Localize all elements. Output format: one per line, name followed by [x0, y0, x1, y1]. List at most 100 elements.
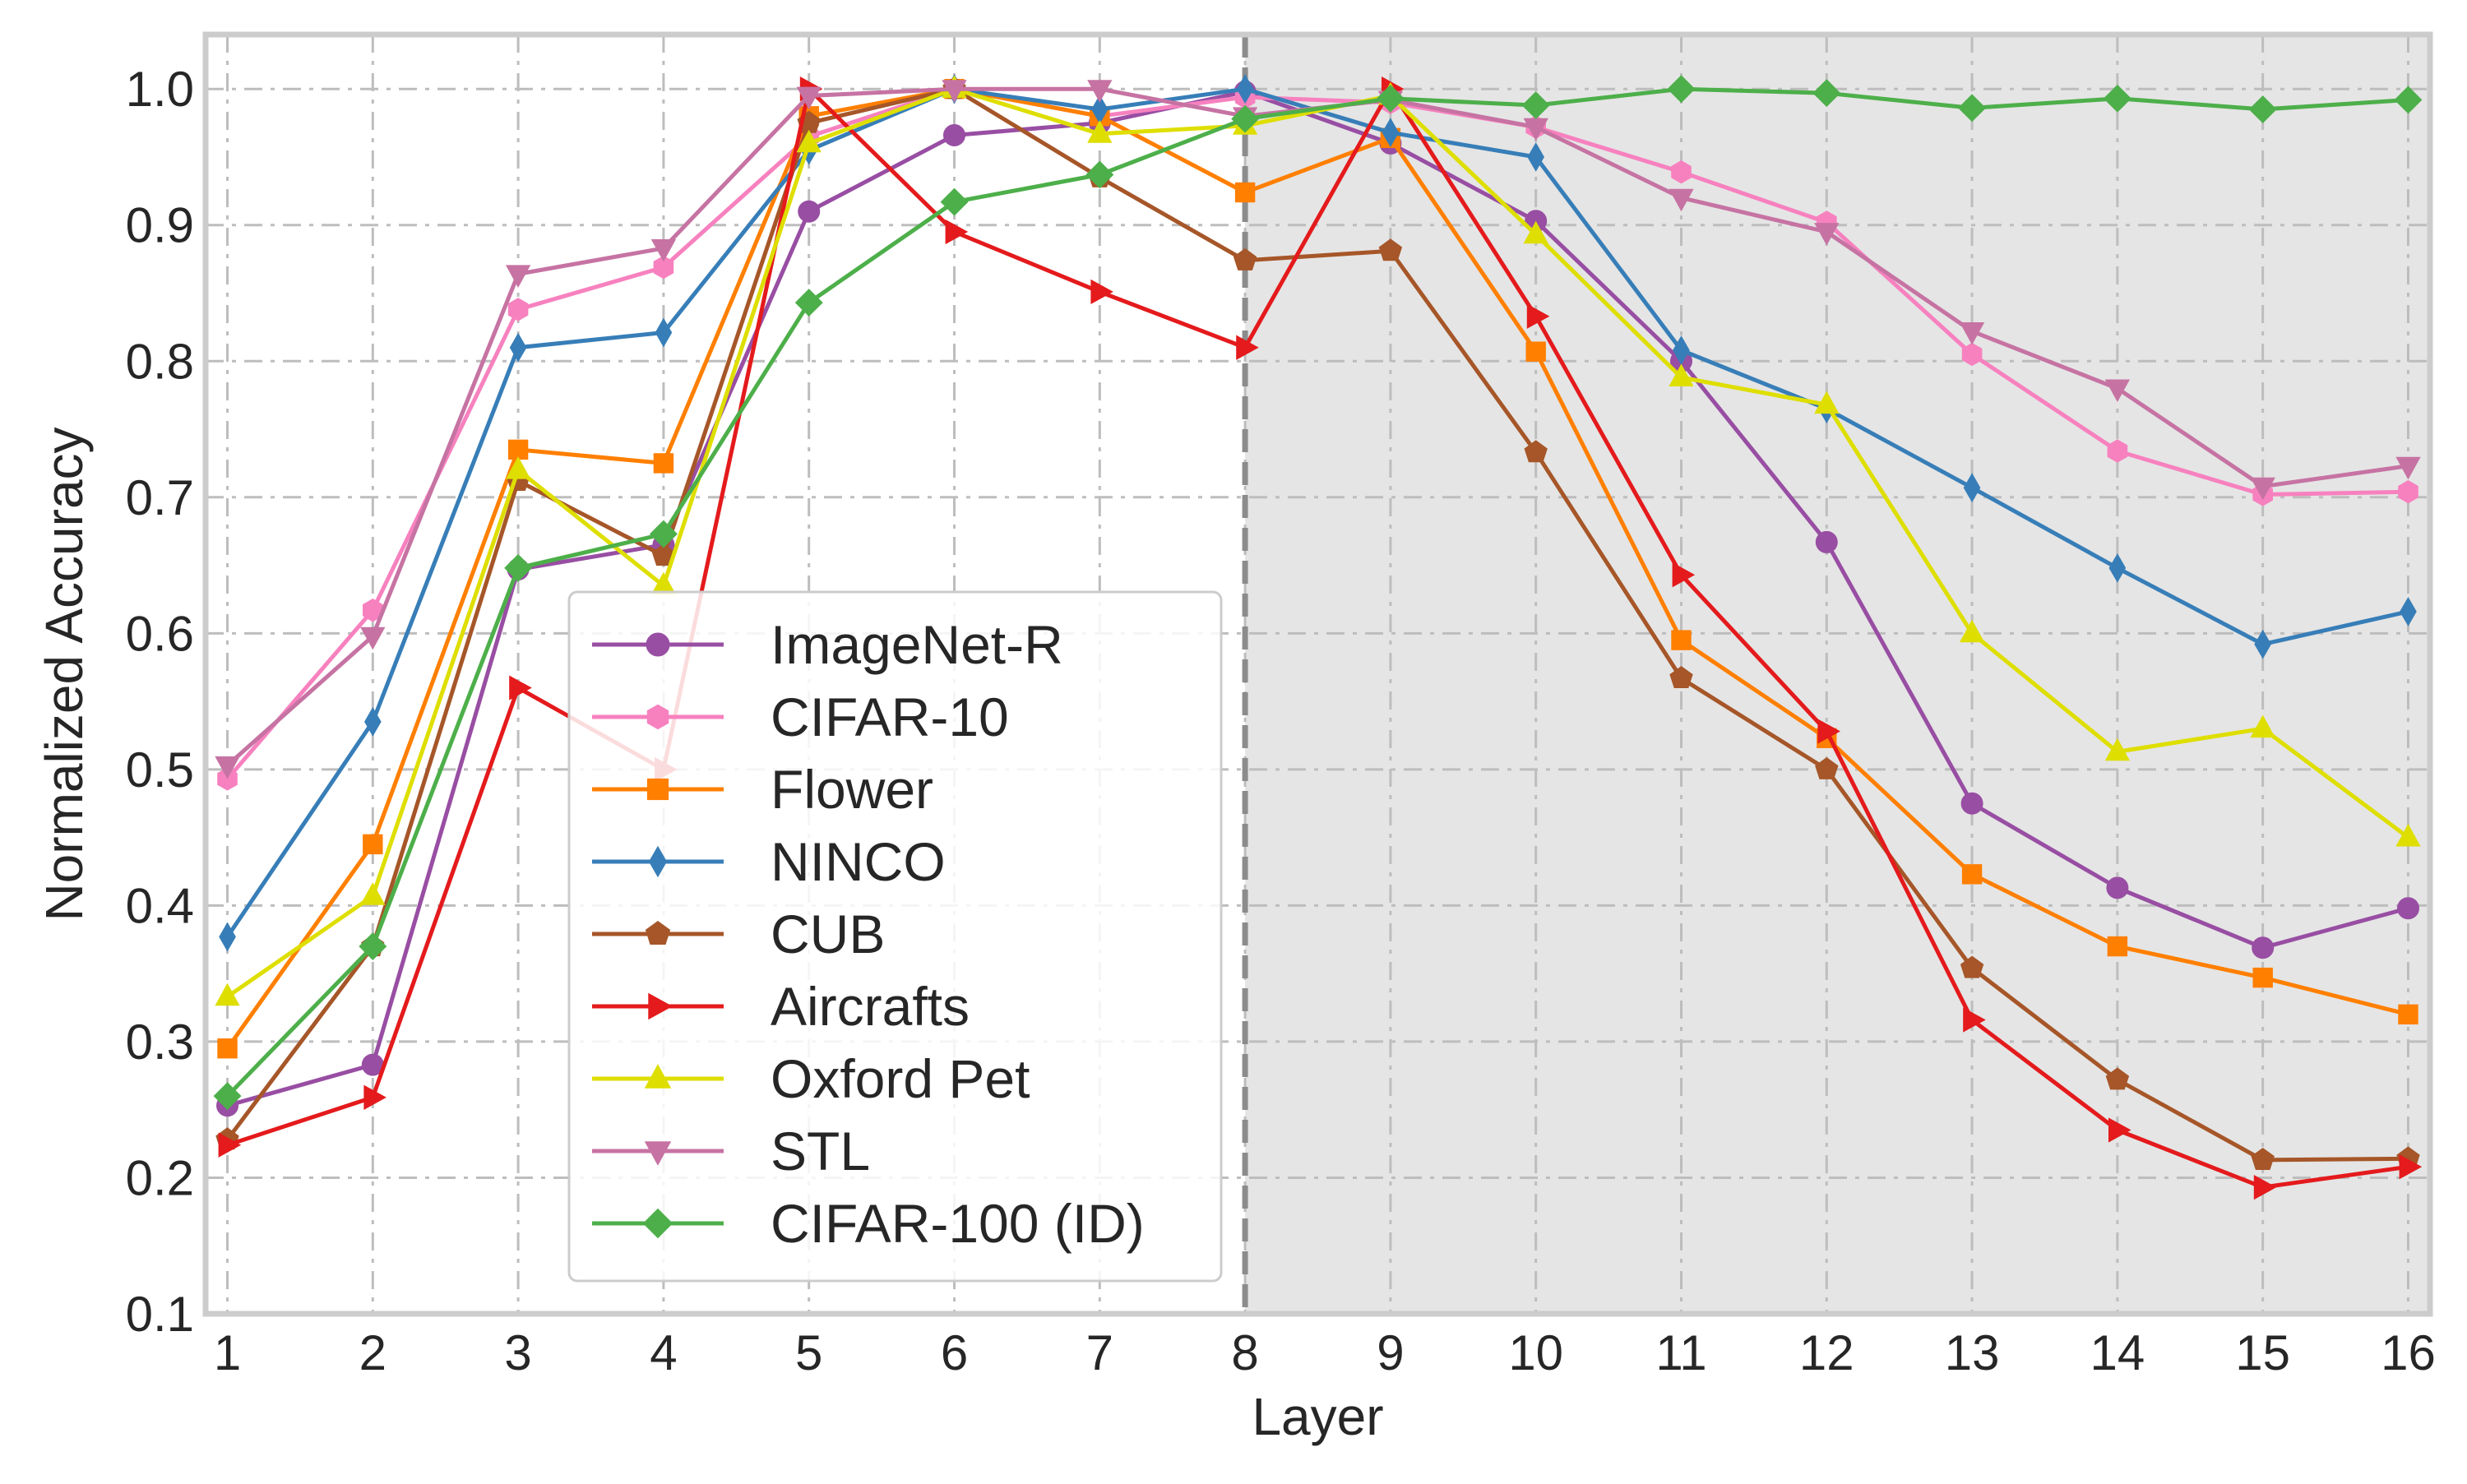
y-tick-label: 0.9 — [126, 198, 194, 253]
x-tick-label: 12 — [1799, 1325, 1854, 1380]
y-tick-label: 0.2 — [126, 1150, 194, 1205]
data-point-stl — [1669, 188, 1694, 212]
x-tick-label: 1 — [214, 1325, 241, 1380]
legend-item-flower: Flower — [592, 759, 933, 820]
data-point-flower — [1525, 341, 1546, 362]
data-point-oxford-pet — [2104, 737, 2131, 761]
data-point-ninco — [509, 332, 527, 363]
data-point-cub — [1815, 756, 1839, 779]
data-point-cifar-100-id — [213, 1082, 242, 1111]
data-point-ninco — [2400, 596, 2417, 626]
legend-label: CIFAR-10 — [771, 687, 1009, 747]
data-point-cifar-100-id — [1085, 160, 1114, 189]
series-line-cifar-100-id — [225, 86, 2409, 1098]
data-point-imagenet-r — [2106, 876, 2129, 899]
legend-swatch-marker — [648, 845, 668, 878]
data-point-cub — [1524, 440, 1548, 463]
data-point-cub — [2251, 1147, 2275, 1170]
data-point-oxford-pet — [796, 129, 822, 153]
data-point-stl — [2104, 379, 2131, 403]
x-tick-label: 7 — [1086, 1325, 1113, 1380]
data-point-imagenet-r — [1815, 530, 1838, 553]
data-point-oxford-pet — [1523, 220, 1548, 244]
data-point-cifar-10 — [1961, 342, 1983, 367]
data-point-aircrafts — [2108, 1117, 2131, 1143]
legend-label: CIFAR-100 (ID) — [771, 1193, 1145, 1254]
data-point-oxford-pet — [2395, 823, 2421, 847]
data-point-flower — [653, 453, 674, 474]
y-tick-label: 0.3 — [126, 1015, 194, 1070]
data-point-cifar-100-id — [2103, 84, 2131, 113]
plot-border — [202, 31, 2433, 1317]
x-tick-label: 9 — [1377, 1325, 1404, 1380]
legend-label: Flower — [771, 759, 933, 820]
data-point-ninco — [655, 317, 673, 348]
data-point-flower — [1671, 630, 1692, 650]
data-point-cub — [1378, 238, 1403, 261]
x-tick-label: 2 — [359, 1325, 386, 1380]
data-point-flower — [2107, 936, 2128, 957]
data-point-oxford-pet — [1814, 391, 1840, 414]
data-point-ninco — [1963, 473, 1981, 503]
data-point-aircrafts — [218, 1132, 242, 1158]
data-point-cifar-10 — [2107, 439, 2128, 463]
data-point-oxford-pet — [1087, 120, 1113, 143]
x-tick-label: 16 — [2381, 1325, 2436, 1380]
series-cifar-100-id — [213, 75, 2423, 1111]
legend-label: Oxford Pet — [771, 1048, 1030, 1109]
x-tick-label: 4 — [650, 1325, 677, 1380]
data-point-cifar-100-id — [1376, 84, 1405, 113]
data-point-ninco — [1527, 142, 1544, 172]
x-tick-label: 14 — [2090, 1325, 2145, 1380]
data-point-aircrafts — [1672, 562, 1696, 588]
data-point-cifar-10 — [2398, 479, 2418, 504]
y-tick-label: 0.8 — [126, 334, 194, 389]
data-point-aircrafts — [363, 1084, 386, 1110]
legend-label: CUB — [771, 904, 885, 964]
legend-swatch-marker — [646, 632, 670, 657]
data-point-stl — [505, 265, 531, 288]
legend-label: STL — [771, 1121, 870, 1181]
data-point-aircrafts — [1963, 1007, 1986, 1033]
data-point-cub — [2105, 1067, 2130, 1090]
legend: ImageNet-R CIFAR-10 Flower NINCO CUB Aircraft… — [567, 590, 1223, 1283]
data-point-stl — [942, 80, 967, 103]
plot-frame — [202, 31, 2433, 1317]
data-point-cifar-10 — [507, 298, 529, 321]
data-point-cub — [1960, 955, 1984, 978]
x-tick-label: 15 — [2235, 1325, 2290, 1380]
data-point-ninco — [219, 922, 236, 952]
legend-swatch-marker — [646, 778, 669, 801]
x-tick-label: 11 — [1655, 1325, 1706, 1380]
data-point-cifar-100-id — [2394, 86, 2423, 114]
legend-swatch-marker — [646, 704, 669, 730]
data-point-aircrafts — [945, 219, 969, 245]
y-tick-label: 0.4 — [126, 878, 194, 933]
data-point-stl — [796, 86, 822, 110]
data-point-cub — [1233, 247, 1257, 270]
data-point-ninco — [2254, 629, 2271, 659]
data-point-aircrafts — [2253, 1174, 2277, 1200]
data-point-cifar-10 — [653, 255, 674, 280]
series-line-imagenet-r — [226, 90, 2409, 1108]
data-point-aircrafts — [1236, 335, 1259, 360]
data-point-cifar-100-id — [504, 553, 533, 582]
data-point-cifar-100-id — [1521, 91, 1550, 120]
data-point-stl — [1959, 322, 1985, 345]
legend-swatch-marker — [642, 1208, 673, 1239]
data-point-imagenet-r — [943, 123, 966, 146]
legend-item-imagenet-r: ImageNet-R — [592, 614, 1063, 675]
data-point-cifar-10 — [363, 599, 383, 622]
shaded-region — [1245, 35, 2430, 1314]
legend-swatch-marker — [644, 1141, 672, 1166]
x-axis-title: Layer — [1252, 1387, 1383, 1446]
legend-item-aircrafts: Aircrafts — [592, 976, 970, 1037]
data-point-cifar-100-id — [649, 520, 678, 548]
data-point-imagenet-r — [1960, 792, 1983, 815]
y-tick-label: 1.0 — [126, 62, 194, 117]
data-point-cifar-100-id — [1958, 94, 1987, 123]
x-tick-labels: 1 2 3 4 5 6 7 8 9 10 11 12 13 14 15 16 — [214, 1325, 2436, 1380]
data-point-aircrafts — [1526, 303, 1550, 329]
legend-swatch-marker — [645, 920, 671, 945]
